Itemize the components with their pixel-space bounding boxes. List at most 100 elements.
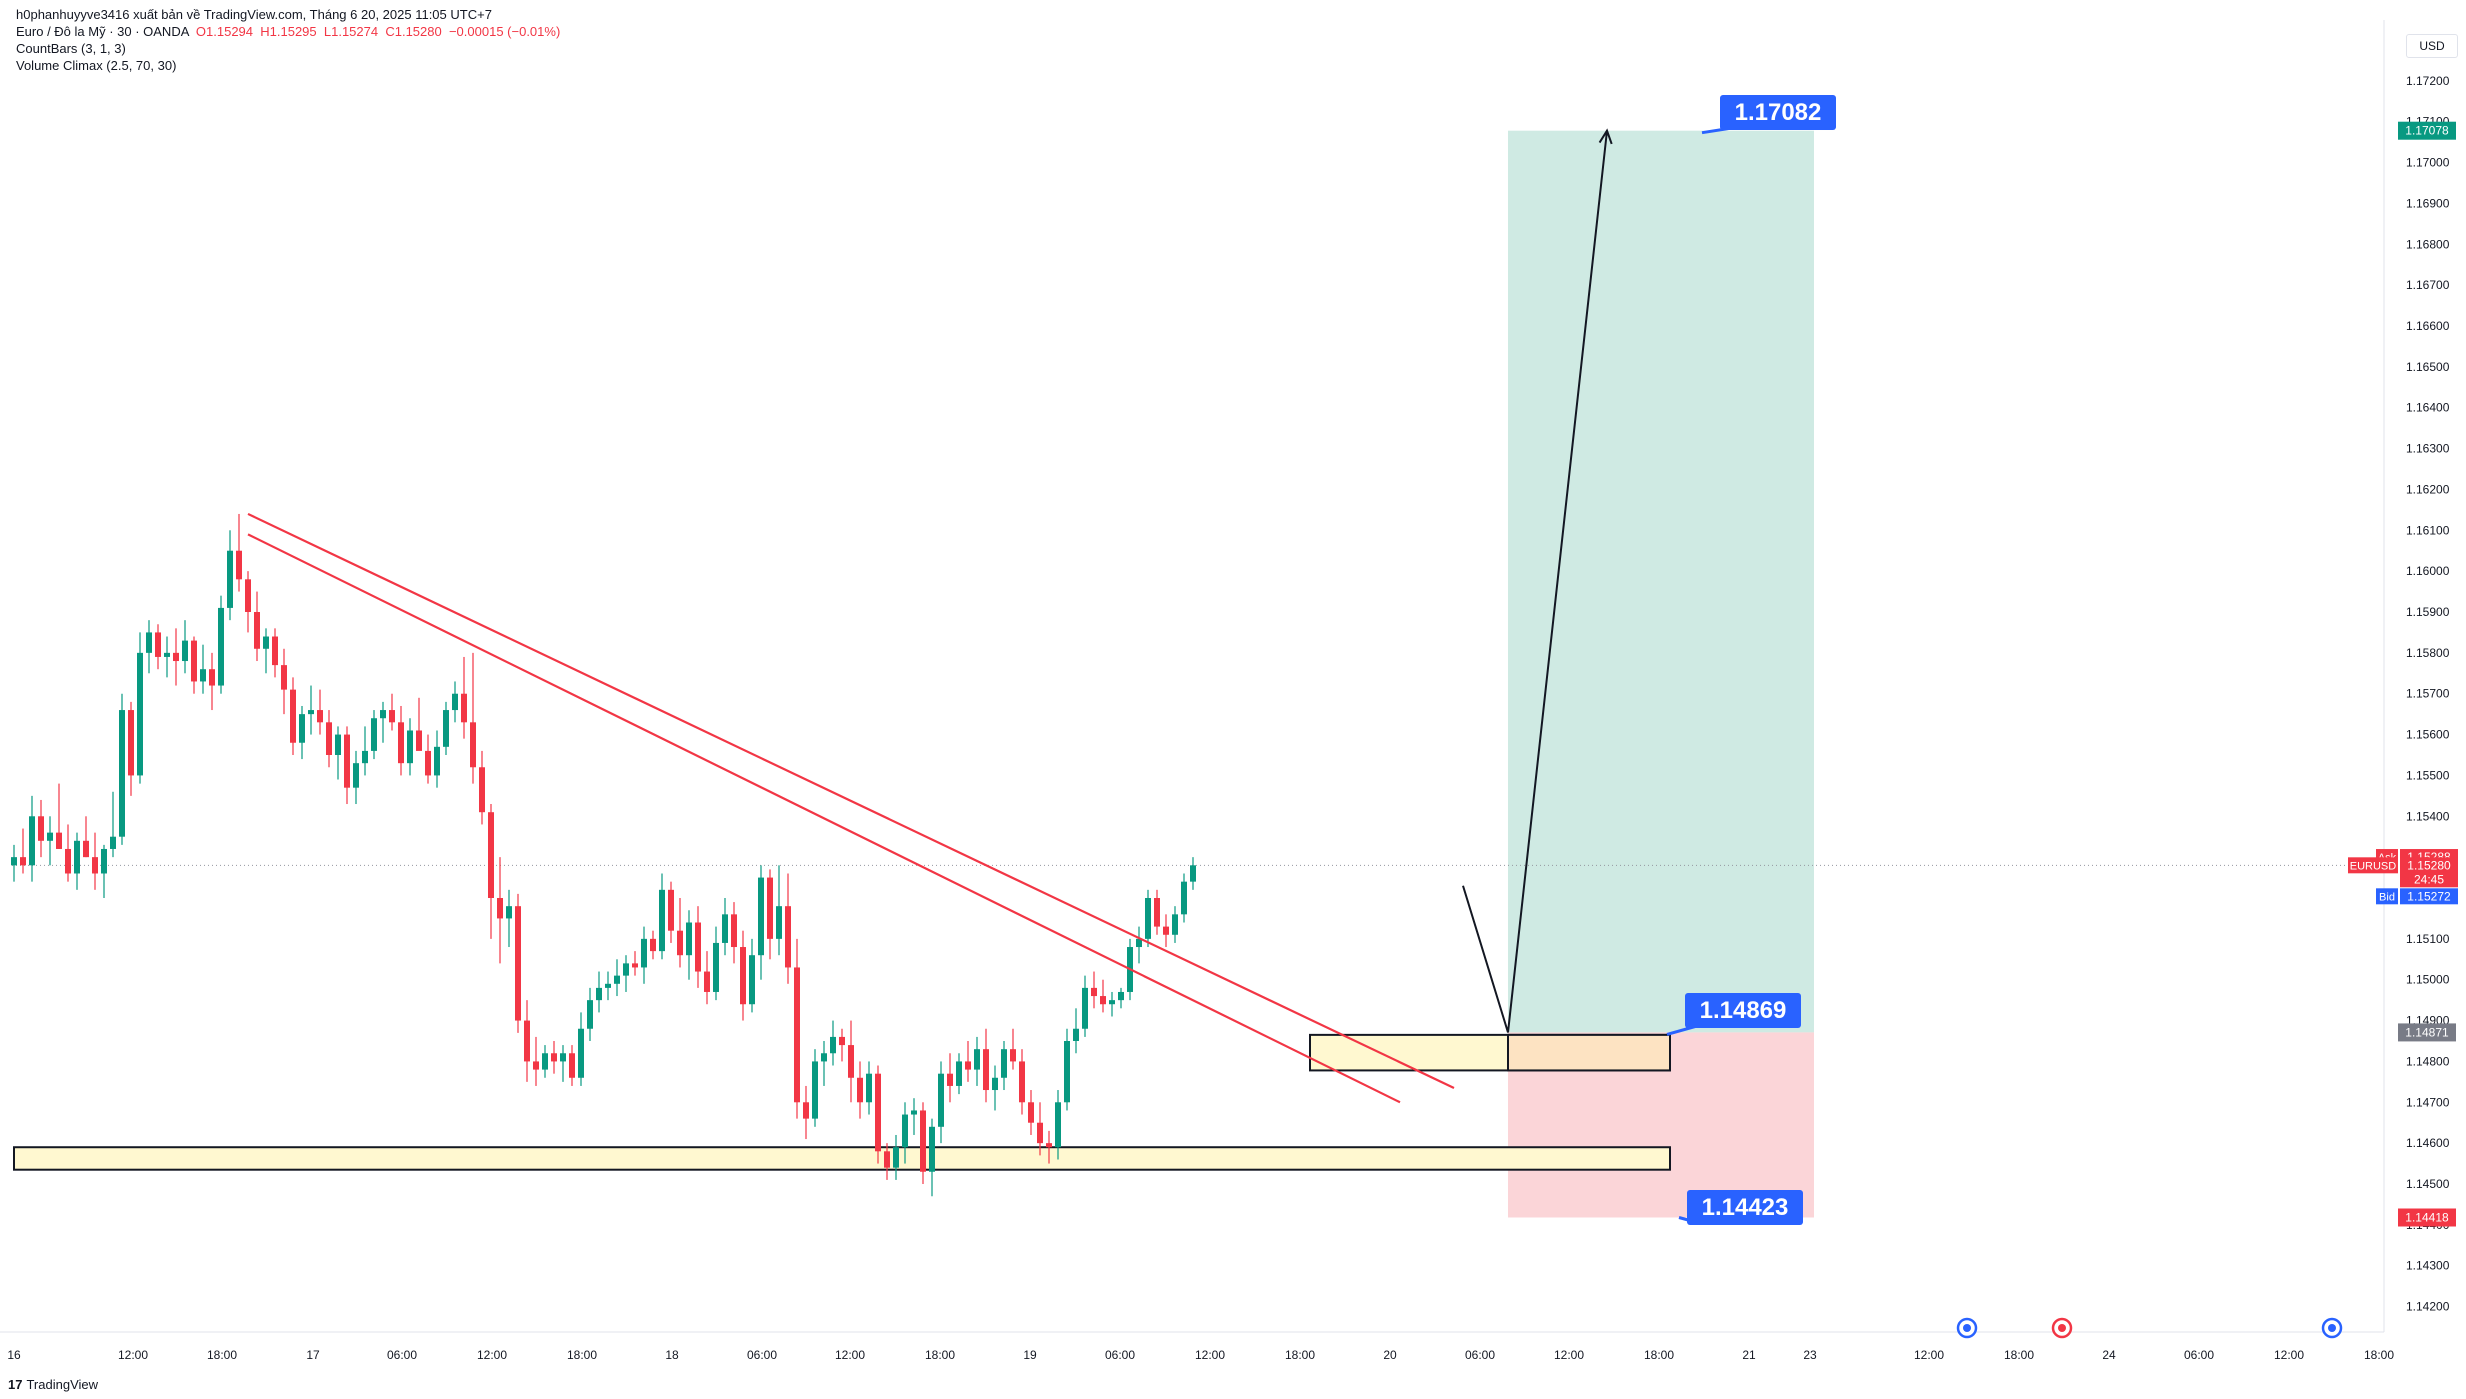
price-callout-1[interactable]: [1720, 95, 1836, 130]
price-tick-label: 1.16100: [2406, 523, 2450, 537]
candle-body: [146, 632, 152, 653]
target-price-tag-text: 1.17078: [2405, 124, 2449, 138]
candle-body: [812, 1061, 818, 1119]
candle-body: [209, 669, 215, 686]
currency-button[interactable]: USD: [2406, 34, 2458, 58]
candle-body: [650, 938, 656, 952]
candle-body: [200, 669, 206, 682]
candle-body: [1082, 987, 1088, 1029]
candle-body: [29, 816, 35, 866]
candle-body: [1001, 1049, 1007, 1078]
price-callout-2[interactable]: [1685, 993, 1801, 1028]
time-tick-label: 12:00: [118, 1348, 148, 1362]
candle-body: [1037, 1122, 1043, 1144]
candle-body: [623, 963, 629, 976]
candle-body: [1091, 987, 1097, 997]
candle-body: [1163, 926, 1169, 935]
candle-body: [389, 710, 395, 723]
symbol-label-tag: [2348, 857, 2398, 874]
candle-body: [911, 1110, 917, 1115]
time-tick-label: 06:00: [2184, 1348, 2214, 1362]
demand-zone-2[interactable]: [13, 1146, 1671, 1171]
price-tick-label: 1.16300: [2406, 442, 2450, 456]
indicator-countbars[interactable]: CountBars (3, 1, 3): [16, 41, 126, 56]
candle-body: [632, 963, 638, 968]
symbol-label-text: EURUSD: [2350, 860, 2397, 872]
candle-body: [245, 579, 251, 612]
candle-body: [1019, 1061, 1025, 1103]
target-zone[interactable]: [1508, 130, 1814, 1033]
candle-body: [263, 636, 269, 649]
price-tick-label: 1.16800: [2406, 237, 2450, 251]
time-tick-label: 18:00: [2364, 1348, 2394, 1362]
candle-body: [641, 938, 647, 968]
projection-path[interactable]: [1462, 130, 1608, 1033]
price-tick-label: 1.15800: [2406, 646, 2450, 660]
candle-body: [614, 975, 620, 984]
trendline-1[interactable]: [247, 512, 1455, 1089]
candle-body: [470, 722, 476, 768]
candle-body: [866, 1073, 872, 1103]
candle-body: [353, 763, 359, 788]
bid-price-text: 1.15272: [2407, 889, 2451, 903]
candle-body: [452, 693, 458, 711]
candle-body: [560, 1053, 566, 1062]
symbol-name[interactable]: Euro / Đô la Mỹ · 30 · OANDA: [16, 24, 189, 39]
time-tick-label: 06:00: [1105, 1348, 1135, 1362]
time-tick-label: 12:00: [477, 1348, 507, 1362]
entry-price-tag: [2398, 1023, 2456, 1042]
ohlc-low: L1.15274: [323, 24, 379, 39]
candle-body: [578, 1028, 584, 1078]
candle-body: [893, 1147, 899, 1168]
candle-body: [839, 1036, 845, 1046]
price-tick-label: 1.14700: [2406, 1095, 2450, 1109]
price-tick-label: 1.15000: [2406, 973, 2450, 987]
time-tick-label: 06:00: [747, 1348, 777, 1362]
candle-body: [731, 914, 737, 948]
candle-body: [281, 665, 287, 690]
candle-body: [524, 1020, 530, 1062]
stop-price-tag-text: 1.14418: [2405, 1211, 2449, 1225]
time-tick-label: 21: [1742, 1348, 1756, 1362]
ohlc-high: H1.15295: [260, 24, 317, 39]
candle-body: [110, 836, 116, 849]
price-tick-label: 1.15700: [2406, 687, 2450, 701]
candle-body: [722, 914, 728, 943]
price-tick-label: 1.16000: [2406, 564, 2450, 578]
price-tick-label: 1.15600: [2406, 728, 2450, 742]
candle-body: [1109, 1000, 1115, 1005]
price-tick-label: 1.16700: [2406, 278, 2450, 292]
price-callout-3[interactable]: [1687, 1190, 1803, 1225]
candle-body: [416, 730, 422, 751]
candle-body: [1100, 996, 1106, 1005]
candle-body: [1028, 1102, 1034, 1123]
price-tick-label: 1.16400: [2406, 401, 2450, 415]
price-tick-label: 1.17200: [2406, 74, 2450, 88]
candle-body: [56, 832, 62, 849]
time-tick-label: 18:00: [1285, 1348, 1315, 1362]
candle-body: [947, 1073, 953, 1086]
trendline-2[interactable]: [247, 533, 1401, 1104]
candle-body: [875, 1073, 881, 1152]
candle-body: [173, 652, 179, 662]
candle-body: [965, 1061, 971, 1070]
price-tick-label: 1.16200: [2406, 482, 2450, 496]
candle-body: [902, 1114, 908, 1148]
time-tick-label: 12:00: [1914, 1348, 1944, 1362]
candle-body: [740, 947, 746, 1005]
economic-event-dot: [1963, 1324, 1971, 1332]
candle-body: [506, 906, 512, 919]
candle-body: [938, 1073, 944, 1127]
candle-body: [218, 607, 224, 686]
time-tick-label: 20: [1383, 1348, 1397, 1362]
candle-body: [380, 710, 386, 719]
indicator-volume-climax[interactable]: Volume Climax (2.5, 70, 30): [16, 58, 177, 73]
candle-body: [1190, 865, 1196, 882]
candle-body: [1118, 991, 1124, 1001]
candle-body: [1136, 938, 1142, 948]
candle-body: [74, 840, 80, 874]
candle-body: [542, 1053, 548, 1070]
entry-zone[interactable]: [1507, 1033, 1671, 1072]
candle-body: [857, 1077, 863, 1103]
